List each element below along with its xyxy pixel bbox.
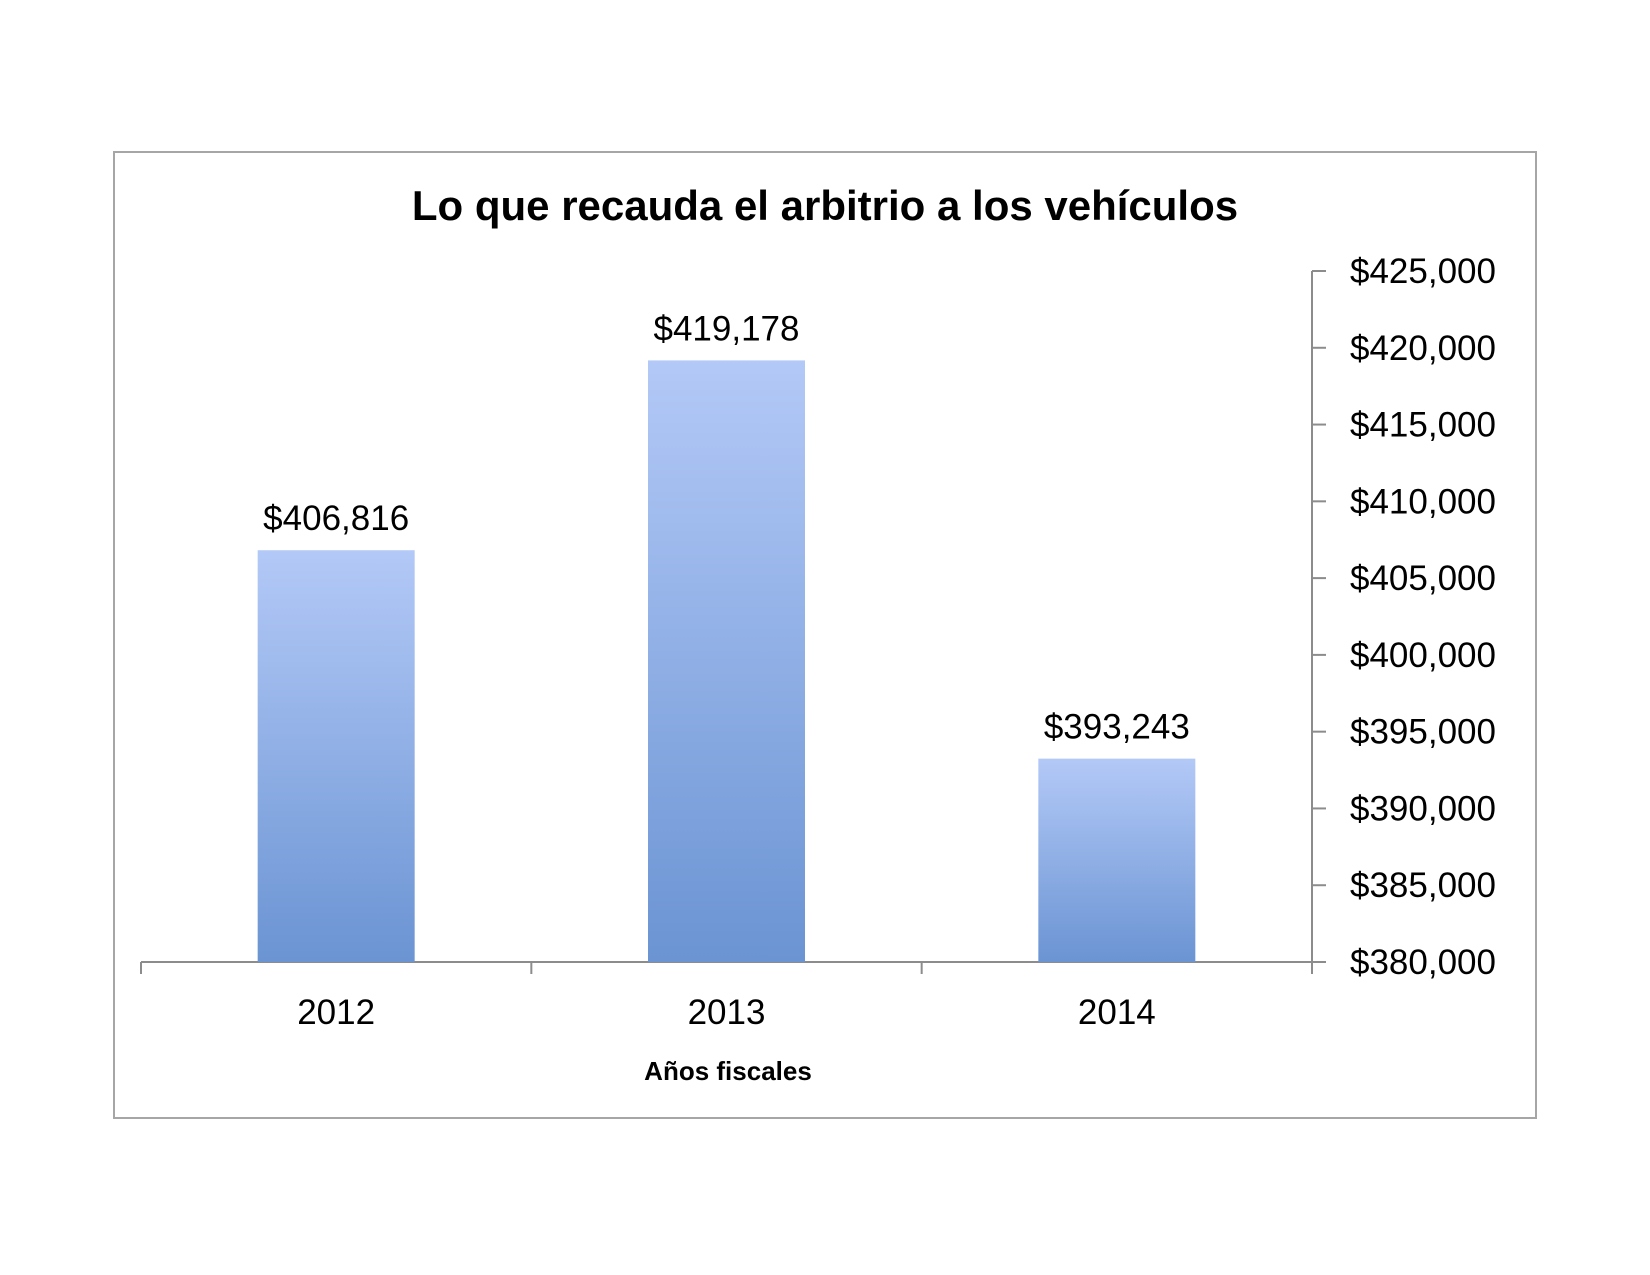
x-tick-label: 2013 xyxy=(688,993,766,1032)
x-tick-label: 2012 xyxy=(297,993,375,1032)
y-tick-label: $385,000 xyxy=(1350,866,1496,905)
y-tick-label: $395,000 xyxy=(1350,713,1496,752)
bar xyxy=(648,360,805,963)
y-tick-label: $410,000 xyxy=(1350,482,1496,521)
chart-title: Lo que recauda el arbitrio a los vehícul… xyxy=(412,182,1238,229)
y-tick-label: $425,000 xyxy=(1350,252,1496,291)
x-tick-label: 2014 xyxy=(1078,993,1156,1032)
y-axis: $380,000 $385,000 $390,000 $395,000 $400,000… xyxy=(1311,252,1496,982)
bar xyxy=(1038,758,1196,962)
data-label: $406,816 xyxy=(263,499,409,538)
y-tick-label: $420,000 xyxy=(1350,329,1496,368)
data-label: $419,178 xyxy=(654,309,800,348)
bars: $406,816 $419,178 $393,243 xyxy=(257,309,1196,963)
y-tick-label: $400,000 xyxy=(1350,636,1496,675)
data-label: $393,243 xyxy=(1044,708,1190,747)
y-tick-label: $405,000 xyxy=(1350,559,1496,598)
x-axis-title: Años fiscales xyxy=(644,1056,812,1086)
y-tick-label: $380,000 xyxy=(1350,943,1496,982)
bar xyxy=(257,550,415,962)
y-tick-label: $415,000 xyxy=(1350,406,1496,445)
y-tick-label: $390,000 xyxy=(1350,789,1496,828)
